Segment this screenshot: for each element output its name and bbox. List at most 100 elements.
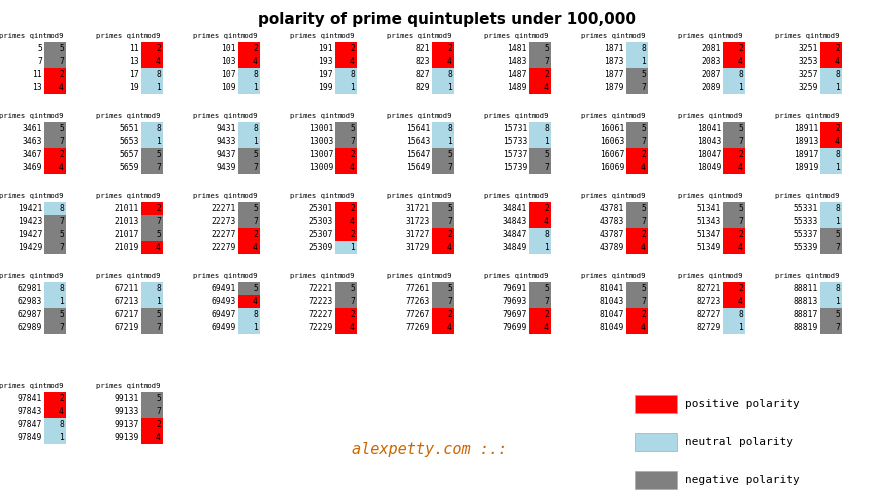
Text: mod9: mod9 bbox=[531, 33, 548, 39]
Text: 55331: 55331 bbox=[793, 204, 817, 213]
Bar bbox=[432, 161, 453, 174]
Text: 5: 5 bbox=[59, 44, 64, 53]
Text: 13: 13 bbox=[32, 83, 42, 92]
Bar bbox=[334, 308, 357, 321]
Text: 8: 8 bbox=[447, 70, 451, 79]
Text: 7: 7 bbox=[59, 137, 64, 146]
Text: 13001: 13001 bbox=[308, 124, 333, 133]
Bar bbox=[44, 321, 66, 334]
Text: 4: 4 bbox=[350, 323, 355, 332]
Text: 1: 1 bbox=[447, 83, 451, 92]
Bar bbox=[432, 282, 453, 295]
Text: 34849: 34849 bbox=[502, 243, 527, 252]
Text: 8: 8 bbox=[59, 284, 64, 293]
Text: 103: 103 bbox=[221, 57, 236, 66]
Text: mod9: mod9 bbox=[531, 193, 548, 199]
Text: 21011: 21011 bbox=[114, 204, 139, 213]
Text: 2: 2 bbox=[738, 284, 742, 293]
Text: 2: 2 bbox=[350, 44, 355, 53]
Text: mod9: mod9 bbox=[143, 273, 161, 279]
Text: 2: 2 bbox=[640, 150, 645, 159]
Bar bbox=[625, 215, 647, 228]
Text: primes qint: primes qint bbox=[96, 273, 144, 279]
Text: primes qint: primes qint bbox=[290, 33, 338, 39]
Bar bbox=[819, 295, 841, 308]
Text: 7: 7 bbox=[350, 137, 355, 146]
Text: 4: 4 bbox=[544, 217, 548, 226]
Text: 7: 7 bbox=[640, 137, 645, 146]
Text: 193: 193 bbox=[318, 57, 333, 66]
Text: mod9: mod9 bbox=[337, 33, 354, 39]
Text: 8: 8 bbox=[544, 230, 548, 239]
Bar bbox=[432, 321, 453, 334]
Bar bbox=[44, 215, 66, 228]
Bar bbox=[141, 68, 163, 81]
Text: 7: 7 bbox=[544, 163, 548, 172]
Text: 8: 8 bbox=[156, 70, 161, 79]
Text: mod9: mod9 bbox=[434, 273, 451, 279]
Text: 13009: 13009 bbox=[308, 163, 333, 172]
Text: 13007: 13007 bbox=[308, 150, 333, 159]
Text: 18047: 18047 bbox=[696, 150, 721, 159]
Text: primes qint: primes qint bbox=[193, 33, 240, 39]
Text: primes qint: primes qint bbox=[677, 193, 725, 199]
Bar bbox=[44, 42, 66, 55]
Text: 1871: 1871 bbox=[603, 44, 623, 53]
Text: 1873: 1873 bbox=[603, 57, 623, 66]
Bar bbox=[44, 405, 66, 418]
Bar bbox=[334, 282, 357, 295]
Text: 15737: 15737 bbox=[502, 150, 527, 159]
Text: 8: 8 bbox=[738, 310, 742, 319]
Bar bbox=[141, 135, 163, 148]
Bar bbox=[819, 135, 841, 148]
Bar bbox=[334, 202, 357, 215]
Text: 7: 7 bbox=[59, 243, 64, 252]
Text: 2083: 2083 bbox=[701, 57, 721, 66]
Text: mod9: mod9 bbox=[240, 193, 257, 199]
Bar bbox=[238, 215, 260, 228]
Text: 5: 5 bbox=[59, 124, 64, 133]
Text: 77269: 77269 bbox=[405, 323, 429, 332]
Text: 31721: 31721 bbox=[405, 204, 429, 213]
Text: primes qint: primes qint bbox=[193, 193, 240, 199]
Text: 97847: 97847 bbox=[18, 420, 42, 429]
Text: 101: 101 bbox=[221, 44, 236, 53]
Text: 5: 5 bbox=[640, 124, 645, 133]
Text: 55333: 55333 bbox=[793, 217, 817, 226]
Bar bbox=[819, 321, 841, 334]
Text: 18913: 18913 bbox=[793, 137, 817, 146]
Text: 3259: 3259 bbox=[797, 83, 817, 92]
Text: 7: 7 bbox=[738, 137, 742, 146]
Bar bbox=[528, 295, 551, 308]
Text: 2: 2 bbox=[738, 230, 742, 239]
Text: 7: 7 bbox=[447, 217, 451, 226]
Text: 4: 4 bbox=[156, 243, 161, 252]
Text: primes qint: primes qint bbox=[580, 193, 628, 199]
Bar bbox=[722, 55, 744, 68]
Text: 8: 8 bbox=[834, 150, 839, 159]
Text: primes qint: primes qint bbox=[677, 33, 725, 39]
Bar bbox=[334, 295, 357, 308]
Bar bbox=[722, 241, 744, 254]
Text: 5: 5 bbox=[156, 150, 161, 159]
Bar bbox=[334, 122, 357, 135]
Text: 7: 7 bbox=[156, 217, 161, 226]
Bar bbox=[238, 241, 260, 254]
Bar bbox=[44, 431, 66, 444]
Text: primes qint: primes qint bbox=[386, 193, 434, 199]
Bar bbox=[334, 68, 357, 81]
Text: 2: 2 bbox=[544, 70, 548, 79]
Text: 2: 2 bbox=[834, 124, 839, 133]
Bar bbox=[819, 161, 841, 174]
Bar bbox=[625, 81, 647, 94]
Text: 827: 827 bbox=[415, 70, 429, 79]
Text: primes qint: primes qint bbox=[0, 193, 47, 199]
Text: 7: 7 bbox=[640, 83, 645, 92]
Text: 5651: 5651 bbox=[120, 124, 139, 133]
Text: 5: 5 bbox=[447, 204, 451, 213]
Text: 4: 4 bbox=[447, 243, 451, 252]
Text: 4: 4 bbox=[350, 57, 355, 66]
Text: 82727: 82727 bbox=[696, 310, 721, 319]
Text: 7: 7 bbox=[738, 217, 742, 226]
Text: 19: 19 bbox=[129, 83, 139, 92]
